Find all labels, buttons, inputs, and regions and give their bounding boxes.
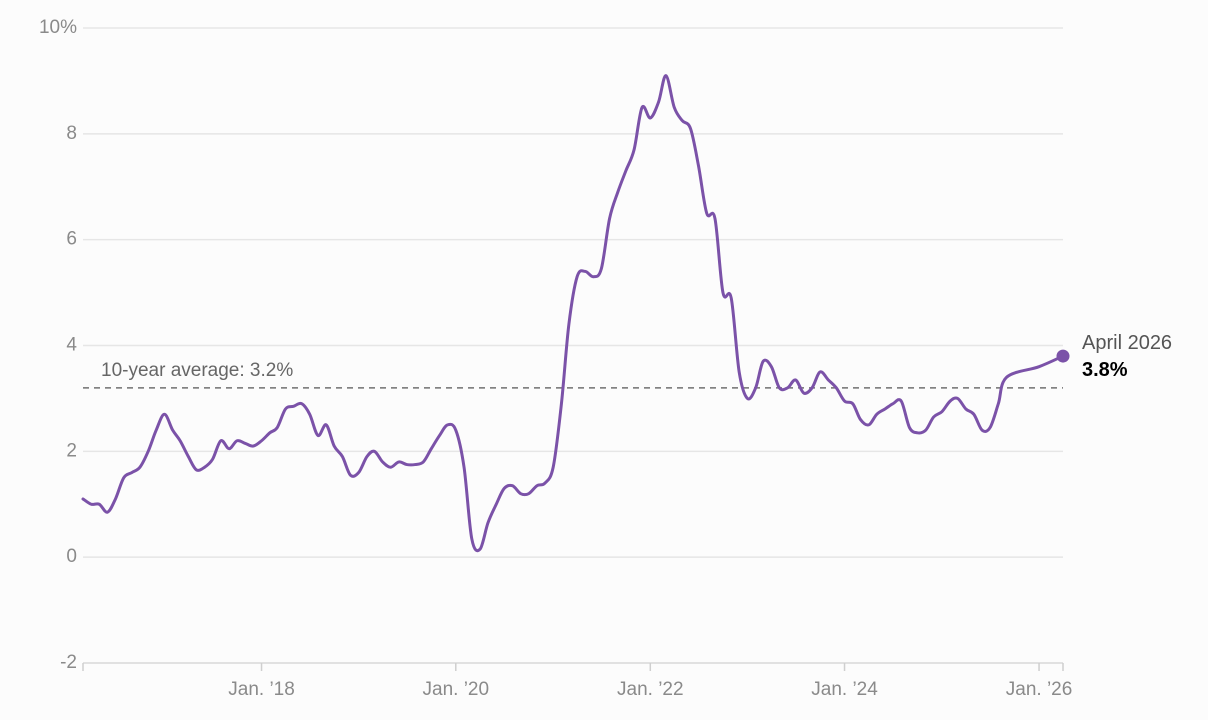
labels: 10% 8 6 4 2 0 -2 Jan. ’18 Jan. ’20 Jan. ’22 Jan. ’… bbox=[39, 17, 1172, 700]
y-tick-label: 8 bbox=[66, 123, 77, 144]
series-layer bbox=[81, 74, 1070, 553]
end-point-marker bbox=[1056, 349, 1070, 363]
end-value-label: 3.8% bbox=[1082, 359, 1128, 381]
y-tick-label: -2 bbox=[60, 652, 77, 673]
x-tick-label: Jan. ’26 bbox=[1006, 679, 1073, 700]
x-tick-label: Jan. ’18 bbox=[228, 679, 295, 700]
end-date-label: April 2026 bbox=[1082, 332, 1172, 354]
y-tick-label: 6 bbox=[66, 229, 77, 250]
series-line bbox=[81, 74, 1065, 553]
y-tick-label: 0 bbox=[66, 546, 77, 567]
y-tick-label: 4 bbox=[66, 335, 77, 356]
x-tick-label: Jan. ’24 bbox=[811, 679, 878, 700]
y-tick-label: 10% bbox=[39, 17, 77, 38]
x-axis bbox=[82, 662, 1064, 671]
y-tick-label: 2 bbox=[66, 440, 77, 461]
x-tick-label: Jan. ’20 bbox=[423, 679, 490, 700]
average-label: 10-year average: 3.2% bbox=[101, 360, 293, 381]
x-tick-label: Jan. ’22 bbox=[617, 679, 684, 700]
gridlines bbox=[83, 27, 1063, 664]
